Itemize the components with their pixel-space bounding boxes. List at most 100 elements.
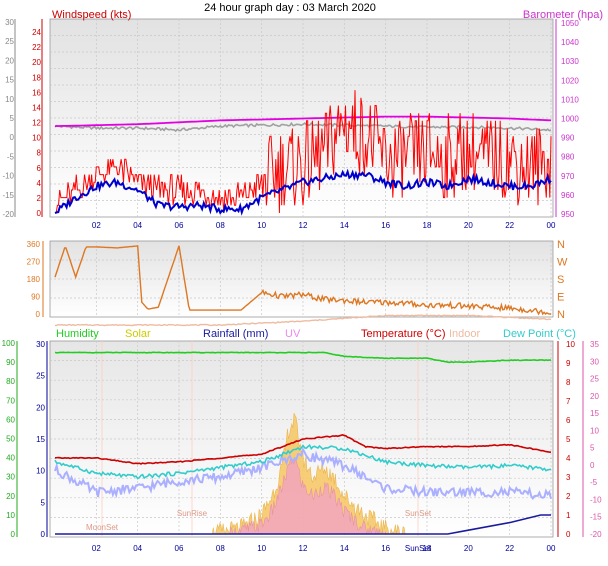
baro-y-tick: 1030 [561,57,579,66]
temp-left-y-tick: 25 [36,372,45,381]
legend-item: Temperature (°C) [361,328,445,340]
baro-y-tick: 1020 [561,76,579,85]
baro-y-tick: 990 [561,134,575,143]
compass-label: E [557,292,564,304]
temp-right-y-tick: 10 [566,340,575,349]
far-right-y-tick: 25 [590,375,599,384]
far-right-y-tick: 35 [590,340,599,349]
wind-y-tick: 12 [32,119,41,128]
outer-y-tick: 30 [5,18,14,27]
direction-line [54,245,551,316]
dewpoint-line [54,443,552,480]
wind-x-tick: 20 [464,221,473,230]
lightblue-line [54,446,552,501]
avg-wind-line [54,168,552,216]
humidity-y-tick: 100 [2,339,16,348]
dir-y-tick: 270 [27,258,41,267]
wind-x-tick: 14 [340,221,349,230]
outer-y-tick: -10 [2,172,14,181]
wind-y-tick: 6 [37,164,42,173]
outer-y-tick: 5 [10,114,15,123]
event-label: SunSet [405,509,432,518]
outer-y-tick: 10 [5,95,14,104]
baro-y-tick: 1010 [561,95,579,104]
wind-x-tick: 22 [505,221,514,230]
chart-title: 24 hour graph day : 03 March 2020 [204,2,376,14]
wind-x-tick: 02 [92,221,101,230]
humidity-y-tick: 70 [6,396,15,405]
wind-x-tick: 10 [257,221,266,230]
temp-x-tick: 06 [175,544,184,553]
temp-right-y-tick: 4 [566,454,571,463]
event-label: SunRise [177,509,208,518]
humidity-y-tick: 30 [6,473,15,482]
wind-x-tick: 00 [547,221,556,230]
outer-y-tick: 25 [5,37,14,46]
dir-y-tick: 90 [31,293,40,302]
event-label: SunSet [405,544,432,553]
temp-right-y-tick: 5 [566,435,571,444]
temp-left-y-tick: 20 [36,403,45,412]
wind-x-tick: 12 [299,221,308,230]
temp-right-y-tick: 8 [566,378,571,387]
temp-left-y-tick: 5 [41,498,46,507]
baro-y-tick: 1040 [561,38,579,47]
far-right-y-tick: -15 [590,513,602,522]
baro-y-tick: 1000 [561,115,579,124]
temp-right-y-tick: 2 [566,492,571,501]
outer-y-tick: 0 [10,133,15,142]
direction-plot-area [49,240,554,318]
wind-x-tick: 18 [423,221,432,230]
humidity-y-tick: 10 [6,511,15,520]
dir-y-tick: 0 [36,310,41,319]
temp-x-tick: 00 [547,544,556,553]
wind-y-tick: 22 [32,43,41,52]
humidity-line [54,351,552,364]
wind-title: Windspeed (kts) [52,9,131,21]
wind-y-tick: 24 [32,28,41,37]
legend-item: Dew Point (°C) [503,328,576,340]
temp-right-y-tick: 7 [566,397,571,406]
baro-y-tick: 960 [561,191,575,200]
wind-y-tick: 4 [37,179,42,188]
temp-right-y-tick: 6 [566,416,571,425]
dir-y-tick: 360 [27,240,41,249]
temp-right-y-tick: 0 [566,530,571,539]
wind-y-tick: 2 [37,194,42,203]
legend-item: UV [285,328,301,340]
indoor-line [55,314,552,327]
gray-trace [54,121,552,133]
temp-x-tick: 18 [423,544,432,553]
humidity-y-tick: 90 [6,358,15,367]
outer-y-tick: -15 [2,191,14,200]
wind-x-tick: 16 [381,221,390,230]
humidity-y-tick: 20 [6,492,15,501]
baro-y-tick: 1050 [561,19,579,28]
solar-area [210,412,407,536]
legend-item: Rainfall (mm) [203,328,268,340]
far-right-y-tick: -5 [590,478,598,487]
outer-y-tick: 15 [5,76,14,85]
wind-x-tick: 04 [133,221,142,230]
temp-right-y-tick: 1 [566,511,571,520]
temperature-line [54,434,552,465]
temp-x-tick: 22 [505,544,514,553]
temp-x-tick: 02 [92,544,101,553]
humidity-y-tick: 40 [6,454,15,463]
temp-x-tick: 04 [133,544,142,553]
gust-line [55,90,552,214]
far-right-y-tick: 20 [590,392,599,401]
temp-right-y-tick: 3 [566,473,571,482]
wind-y-tick: 20 [32,58,41,67]
far-right-y-tick: -10 [590,495,602,504]
barometer-line [54,115,552,127]
temp-left-y-tick: 30 [36,340,45,349]
wind-x-tick: 06 [175,221,184,230]
wind-y-tick: 8 [37,149,42,158]
compass-label: N [557,239,565,251]
temp-left-y-tick: 10 [36,467,45,476]
uv-area [230,457,387,535]
dir-y-tick: 180 [27,275,41,284]
outer-y-tick: 20 [5,56,14,65]
baro-y-tick: 950 [561,210,575,219]
